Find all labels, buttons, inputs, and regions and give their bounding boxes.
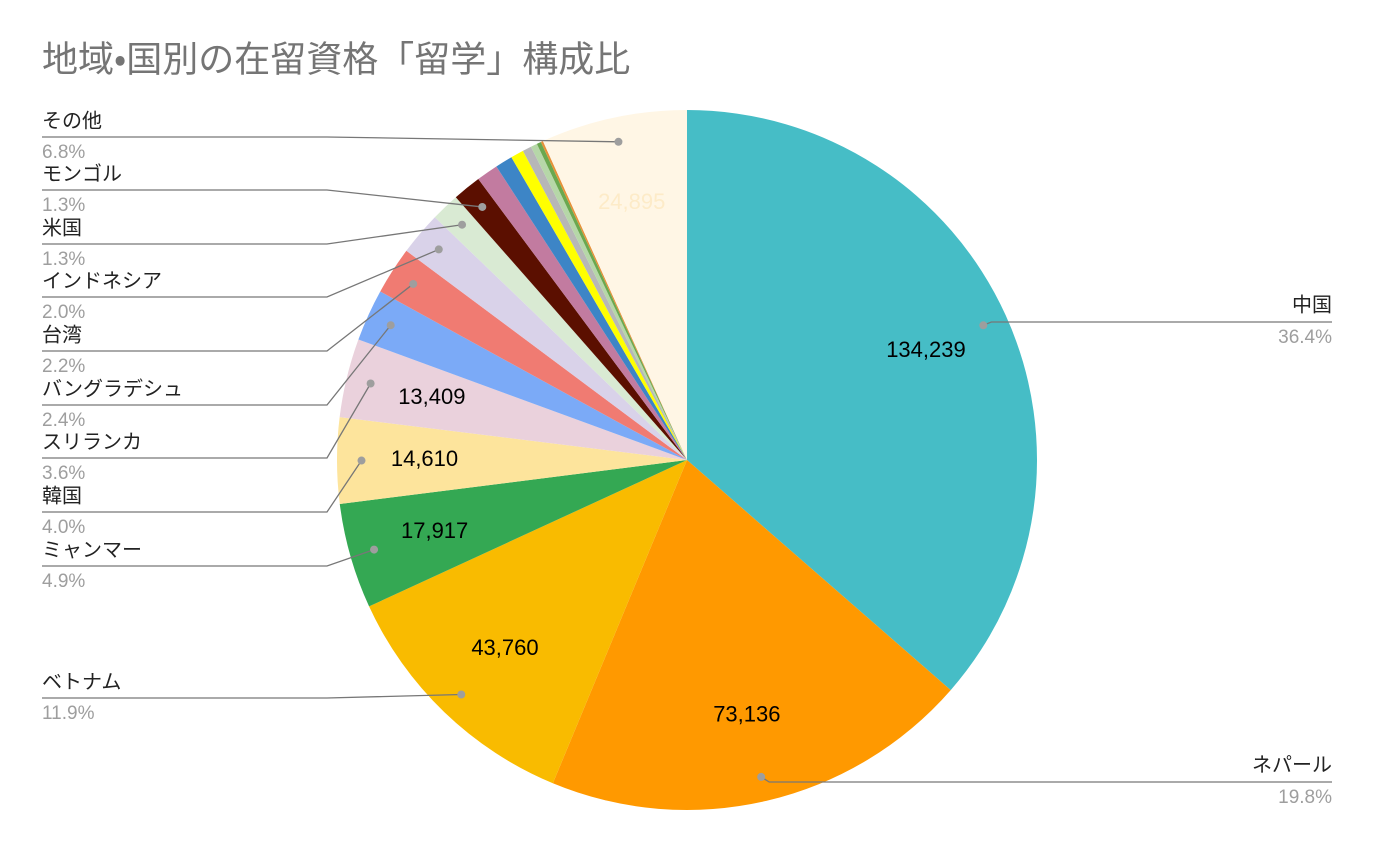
legend-label: ミャンマー (42, 539, 142, 561)
leader-dot (370, 545, 379, 554)
leader-line (42, 248, 440, 298)
value-label: 24,895 (598, 189, 665, 214)
pie-slice (478, 166, 687, 460)
percent-label: 19.8% (1278, 787, 1332, 808)
percent-label: 3.6% (42, 463, 85, 484)
legend-label: モンゴル (42, 162, 122, 185)
percent-label: 36.4% (1278, 327, 1332, 348)
legend-label: 中国 (1292, 293, 1332, 316)
leader-line (42, 283, 414, 352)
pie-slice (536, 141, 687, 460)
leader-dot (458, 220, 467, 229)
legend-label: 韓国 (42, 484, 82, 507)
pie-slice (540, 141, 687, 460)
leader-line (42, 693, 462, 699)
legend-label: その他 (42, 109, 102, 132)
value-label: 134,239 (886, 337, 966, 362)
pie-slice (455, 179, 687, 460)
value-label: 14,610 (391, 446, 458, 471)
percent-label: 2.4% (42, 410, 85, 431)
leader-line (42, 548, 375, 567)
percent-label: 6.8% (42, 142, 85, 163)
percent-label: 11.9% (42, 703, 95, 724)
leader-dot (434, 245, 443, 254)
chart-title: 地域・国別の在留資格「留学」構成比 (42, 39, 630, 80)
percent-label: 4.9% (42, 571, 85, 592)
leader-dot (386, 321, 395, 330)
value-label: 17,917 (401, 518, 468, 543)
value-label: 73,136 (713, 701, 780, 726)
legend-label: スリランカ (42, 431, 142, 453)
pie-slice (496, 157, 687, 460)
pie-slice (336, 417, 687, 505)
leader-line (42, 324, 392, 406)
leader-dot (357, 456, 366, 465)
leader-dot (614, 137, 623, 146)
leader-dot (409, 279, 418, 288)
leader-line (983, 321, 1332, 326)
leader-line (42, 460, 363, 513)
pie-slice (358, 291, 687, 460)
pie-slice (339, 460, 687, 607)
leader-line (42, 136, 619, 143)
pie-slice (369, 460, 687, 784)
pie-slice (542, 110, 687, 460)
legend-label: ネパール (1252, 754, 1332, 776)
pie-slice (434, 197, 687, 460)
percent-label: 1.3% (42, 249, 85, 270)
pie-slice (406, 217, 687, 460)
pie-slice (522, 146, 687, 461)
leader-dot (979, 321, 988, 330)
value-label: 43,760 (471, 635, 538, 660)
leader-line (42, 189, 483, 208)
leader-dot (366, 379, 375, 388)
legend-label: ベトナム (42, 671, 121, 693)
legend-label: 米国 (42, 216, 82, 239)
leader-line (42, 224, 463, 245)
legend-label: バングラデシュ (42, 377, 183, 400)
percent-label: 2.2% (42, 356, 85, 377)
leader-dot (757, 772, 766, 781)
pie-slice (687, 110, 1037, 691)
pie-slice (511, 150, 687, 460)
percent-label: 2.0% (42, 302, 85, 323)
leader-line (42, 383, 372, 459)
percent-label: 1.3% (42, 195, 85, 216)
pie-slice (380, 250, 687, 460)
legend-label: 台湾 (42, 323, 82, 346)
percent-label: 4.0% (42, 517, 85, 538)
pie-slice (552, 460, 951, 810)
leader-dot (457, 690, 466, 699)
leader-dot (478, 202, 487, 211)
pie-slice (339, 339, 687, 460)
value-label: 13,409 (398, 384, 465, 409)
leader-line (760, 776, 1332, 783)
legend-label: インドネシア (42, 270, 162, 292)
pie-slice (530, 143, 687, 460)
